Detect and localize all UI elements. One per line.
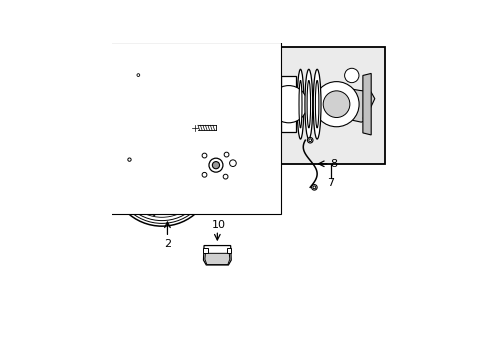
Text: 5: 5 [261, 103, 267, 113]
Text: 10: 10 [211, 220, 225, 230]
Circle shape [203, 153, 228, 177]
FancyBboxPatch shape [108, 41, 281, 214]
Circle shape [308, 139, 311, 141]
Ellipse shape [217, 138, 258, 174]
Text: 4: 4 [248, 196, 255, 206]
Ellipse shape [297, 69, 303, 139]
Bar [276, 48, 384, 164]
Text: 6: 6 [203, 112, 209, 122]
Bar [226, 248, 231, 253]
Circle shape [208, 158, 223, 172]
Ellipse shape [298, 81, 302, 128]
Text: 2: 2 [163, 239, 171, 249]
Circle shape [127, 158, 131, 161]
Circle shape [173, 165, 178, 169]
Circle shape [307, 138, 312, 143]
Text: 3: 3 [170, 123, 178, 133]
Circle shape [202, 153, 206, 158]
Text: 7: 7 [327, 178, 334, 188]
Ellipse shape [305, 69, 312, 139]
Circle shape [212, 162, 219, 169]
Circle shape [145, 165, 150, 169]
Ellipse shape [243, 132, 266, 153]
Ellipse shape [306, 81, 310, 128]
Circle shape [141, 154, 183, 195]
Circle shape [223, 174, 227, 179]
Circle shape [229, 160, 236, 166]
Circle shape [125, 156, 133, 163]
Ellipse shape [222, 142, 253, 169]
Polygon shape [362, 73, 370, 135]
Polygon shape [203, 246, 231, 265]
Polygon shape [204, 253, 229, 265]
Circle shape [312, 186, 315, 189]
Circle shape [269, 86, 307, 123]
Ellipse shape [247, 136, 262, 150]
Circle shape [344, 68, 358, 83]
Circle shape [137, 74, 140, 76]
Circle shape [224, 152, 228, 157]
Bar [281, 76, 296, 132]
Circle shape [135, 72, 141, 78]
Circle shape [149, 162, 174, 187]
Circle shape [323, 91, 349, 117]
Circle shape [160, 189, 164, 193]
Polygon shape [333, 87, 374, 122]
Text: 1: 1 [209, 120, 216, 129]
Ellipse shape [251, 140, 258, 146]
Circle shape [313, 82, 358, 127]
Bar [203, 248, 207, 253]
Polygon shape [173, 138, 233, 200]
Text: 8: 8 [329, 159, 337, 169]
Ellipse shape [313, 69, 320, 139]
Circle shape [202, 172, 206, 177]
Ellipse shape [228, 147, 247, 163]
Text: 9: 9 [111, 121, 118, 131]
Circle shape [311, 185, 317, 190]
Ellipse shape [315, 81, 318, 128]
Circle shape [196, 145, 235, 185]
